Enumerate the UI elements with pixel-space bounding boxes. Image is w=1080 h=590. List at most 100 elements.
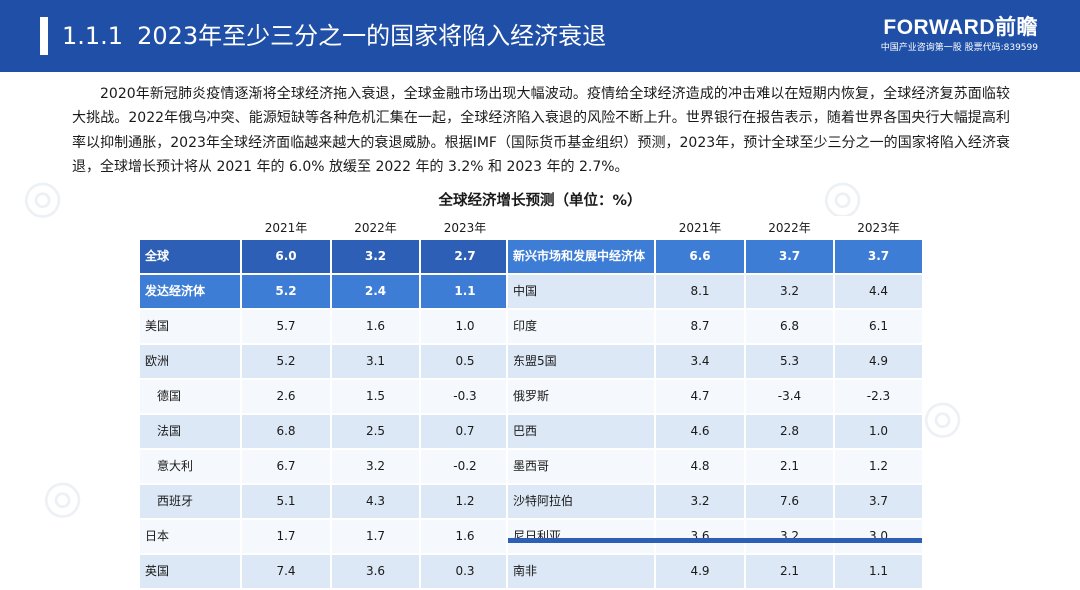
growth-value: 3.7 [833,238,924,275]
region-name: 法国 [138,413,242,450]
table-header-row: 2021年 2022年 2023年 [138,216,511,240]
growth-value: 4.8 [654,448,746,485]
year-header: 2023年 [419,216,511,240]
growth-value: 4.3 [330,483,421,520]
growth-value: 6.1 [833,308,924,345]
growth-value: 3.0 [833,518,924,555]
table-row: 美国 5.7 1.6 1.0 [138,308,511,345]
growth-value: -3.4 [744,378,835,415]
growth-value: 1.0 [833,413,924,450]
growth-value: 5.2 [240,273,332,310]
growth-value: 2.4 [330,273,421,310]
watermark-logo: ◎ [27,463,93,531]
table-row: 东盟5国 3.4 5.3 4.9 [506,343,924,380]
region-name: 德国 [138,378,242,415]
growth-value: 0.7 [419,413,511,450]
growth-value: 3.6 [330,553,421,590]
region-name: 印度 [506,308,656,345]
region-name: 全球 [138,238,242,275]
section-number: 1.1.1 [62,22,124,50]
region-name: 尼日利亚 [506,518,656,555]
year-header: 2022年 [330,216,421,240]
growth-value: 4.9 [654,553,746,590]
table-row: 南非 4.9 2.1 1.1 [506,553,924,590]
growth-value: 2.7 [419,238,511,275]
growth-value: 1.6 [419,518,511,555]
intro-text: 2020年新冠肺炎疫情逐渐将全球经济拖入衰退，全球金融市场出现大幅波动。疫情给全… [72,86,1010,176]
growth-value: 3.1 [330,343,421,380]
table-row: 巴西 4.6 2.8 1.0 [506,413,924,450]
growth-value: 3.2 [744,518,835,555]
table-row: 发达经济体 5.2 2.4 1.1 [138,273,511,310]
growth-value: 4.9 [833,343,924,380]
growth-value: 3.2 [330,448,421,485]
growth-value: 1.7 [330,518,421,555]
table-row: 俄罗斯 4.7 -3.4 -2.3 [506,378,924,415]
growth-value: 3.7 [833,483,924,520]
table-row: 西班牙 5.1 4.3 1.2 [138,483,511,520]
table-continuation-bar [508,538,922,543]
growth-value: 5.3 [744,343,835,380]
region-name: 墨西哥 [506,448,656,485]
growth-value: 4.4 [833,273,924,310]
growth-value: -0.3 [419,378,511,415]
table-row: 印度 8.7 6.8 6.1 [506,308,924,345]
growth-value: 3.6 [654,518,746,555]
region-name: 新兴市场和发展中经济体 [506,238,656,275]
table-row: 新兴市场和发展中经济体 6.6 3.7 3.7 [506,238,924,275]
growth-value: 1.1 [833,553,924,590]
header-accent-bar [40,17,48,55]
region-name: 沙特阿拉伯 [506,483,656,520]
table-row: 德国 2.6 1.5 -0.3 [138,378,511,415]
header-blank-cell [138,216,242,240]
growth-value: 6.0 [240,238,332,275]
growth-value: 3.2 [654,483,746,520]
table-row: 日本 1.7 1.7 1.6 [138,518,511,555]
growth-value: 5.2 [240,343,332,380]
growth-value: 1.0 [419,308,511,345]
intro-paragraph: 2020年新冠肺炎疫情逐渐将全球经济拖入衰退，全球金融市场出现大幅波动。疫情给全… [72,82,1010,180]
growth-value: 3.7 [744,238,835,275]
growth-value: 3.2 [330,238,421,275]
growth-value: 1.7 [240,518,332,555]
growth-value: 4.6 [654,413,746,450]
region-name: 东盟5国 [506,343,656,380]
growth-value: 8.1 [654,273,746,310]
region-name: 中国 [506,273,656,310]
growth-value: 2.6 [240,378,332,415]
table-title: 全球经济增长预测（单位：%） [438,193,642,209]
growth-value: 3.4 [654,343,746,380]
growth-value: 7.4 [240,553,332,590]
growth-value: 0.3 [419,553,511,590]
growth-value: 1.5 [330,378,421,415]
header-blank-cell [506,216,656,240]
region-name: 发达经济体 [138,273,242,310]
growth-value: 6.6 [654,238,746,275]
growth-value: 1.6 [330,308,421,345]
table-header-row: 2021年 2022年 2023年 [506,216,924,240]
region-name: 俄罗斯 [506,378,656,415]
table-row: 法国 6.8 2.5 0.7 [138,413,511,450]
brand-logo: FORWARD前瞻 中国产业咨询第一股 股票代码:839599 [881,16,1038,54]
year-header: 2021年 [240,216,332,240]
region-name: 西班牙 [138,483,242,520]
region-name: 日本 [138,518,242,555]
table-row: 中国 8.1 3.2 4.4 [506,273,924,310]
region-name: 英国 [138,553,242,590]
table-row: 全球 6.0 3.2 2.7 [138,238,511,275]
growth-value: 1.2 [419,483,511,520]
year-header: 2022年 [744,216,835,240]
growth-value: -0.2 [419,448,511,485]
growth-value: 8.7 [654,308,746,345]
region-name: 巴西 [506,413,656,450]
growth-value: 6.7 [240,448,332,485]
table-row: 墨西哥 4.8 2.1 1.2 [506,448,924,485]
growth-value: 2.5 [330,413,421,450]
growth-value: 1.2 [833,448,924,485]
table-row: 沙特阿拉伯 3.2 7.6 3.7 [506,483,924,520]
advanced-economies-table: 2021年 2022年 2023年 全球 6.0 3.2 2.7 发达经济体 5.2 2.4 1.1… [138,216,511,590]
year-header: 2021年 [654,216,746,240]
growth-value: 5.7 [240,308,332,345]
growth-value: 2.8 [744,413,835,450]
page-title: 1.1.1 2023年至少三分之一的国家将陷入经济衰退 [62,16,606,56]
